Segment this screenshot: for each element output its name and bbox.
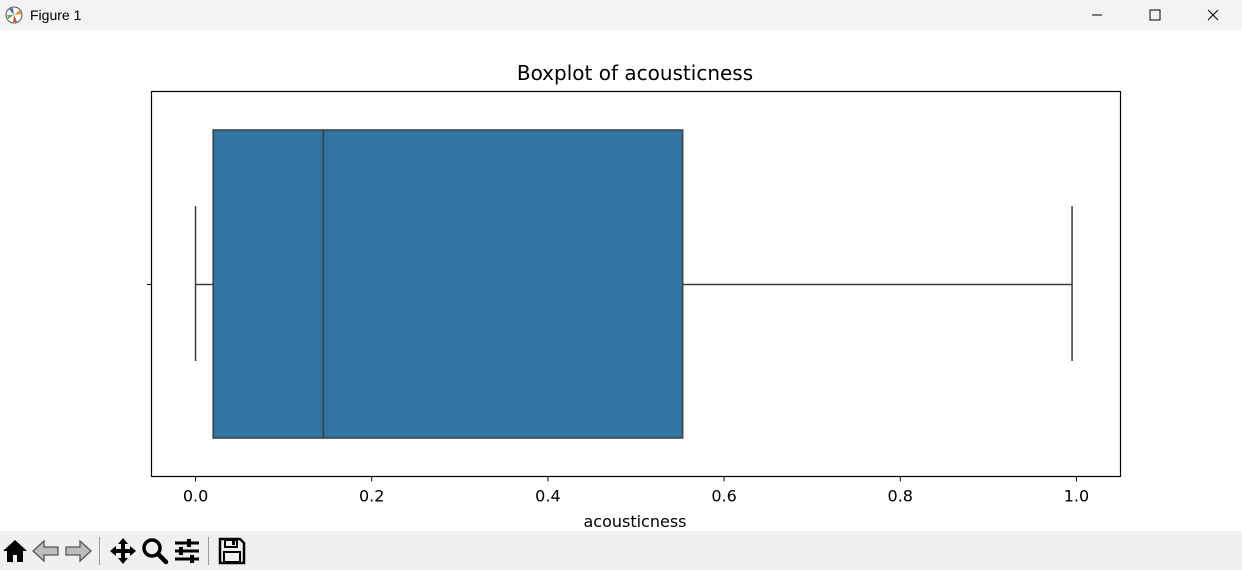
zoom-icon xyxy=(142,537,169,564)
save-button[interactable] xyxy=(217,536,247,566)
x-tick-label: 0.6 xyxy=(711,487,736,506)
back-button[interactable] xyxy=(31,536,61,566)
configure-subplots-button[interactable] xyxy=(172,536,202,566)
matplotlib-app-icon xyxy=(4,5,24,25)
minimize-icon xyxy=(1092,14,1102,16)
save-icon xyxy=(218,537,246,564)
axes-frame xyxy=(150,90,1122,478)
home-button[interactable] xyxy=(1,536,29,566)
window-controls xyxy=(1068,0,1242,30)
minimize-button[interactable] xyxy=(1068,0,1126,30)
boxplot-chart: Boxplot of acousticness 0.0 0.2 0.4 0.6 0.8 1… xyxy=(147,61,1122,531)
x-tick-label: 0.2 xyxy=(359,487,384,506)
forward-button[interactable] xyxy=(63,536,93,566)
x-tick-label: 0.8 xyxy=(888,487,913,506)
forward-arrow-icon xyxy=(65,539,92,562)
x-axis-label: acousticness xyxy=(583,512,686,530)
maximize-button[interactable] xyxy=(1126,0,1184,30)
configure-subplots-icon xyxy=(175,538,199,563)
zoom-button[interactable] xyxy=(140,536,170,566)
close-icon xyxy=(1207,9,1219,21)
pan-button[interactable] xyxy=(108,536,138,566)
home-icon xyxy=(3,539,27,562)
box-plot-group xyxy=(194,129,1073,439)
close-button[interactable] xyxy=(1184,0,1242,30)
chart-title: Boxplot of acousticness xyxy=(517,61,753,85)
window-title: Figure 1 xyxy=(30,7,82,23)
navigation-toolbar xyxy=(0,531,1242,570)
x-tick-label: 0.0 xyxy=(183,487,208,506)
iqr-box xyxy=(212,129,684,439)
toolbar-separator xyxy=(99,536,100,565)
x-axis-ticks: 0.0 0.2 0.4 0.6 0.8 1.0 xyxy=(183,476,1089,506)
x-tick-label: 0.4 xyxy=(535,487,560,506)
pan-icon xyxy=(110,537,136,564)
maximize-icon xyxy=(1149,9,1161,21)
x-tick-label: 1.0 xyxy=(1064,487,1089,506)
toolbar-separator xyxy=(208,536,209,565)
window-titlebar: Figure 1 xyxy=(0,0,1242,30)
figure-canvas[interactable]: Boxplot of acousticness 0.0 0.2 0.4 0.6 0.8 1… xyxy=(0,30,1242,531)
back-arrow-icon xyxy=(32,539,59,562)
